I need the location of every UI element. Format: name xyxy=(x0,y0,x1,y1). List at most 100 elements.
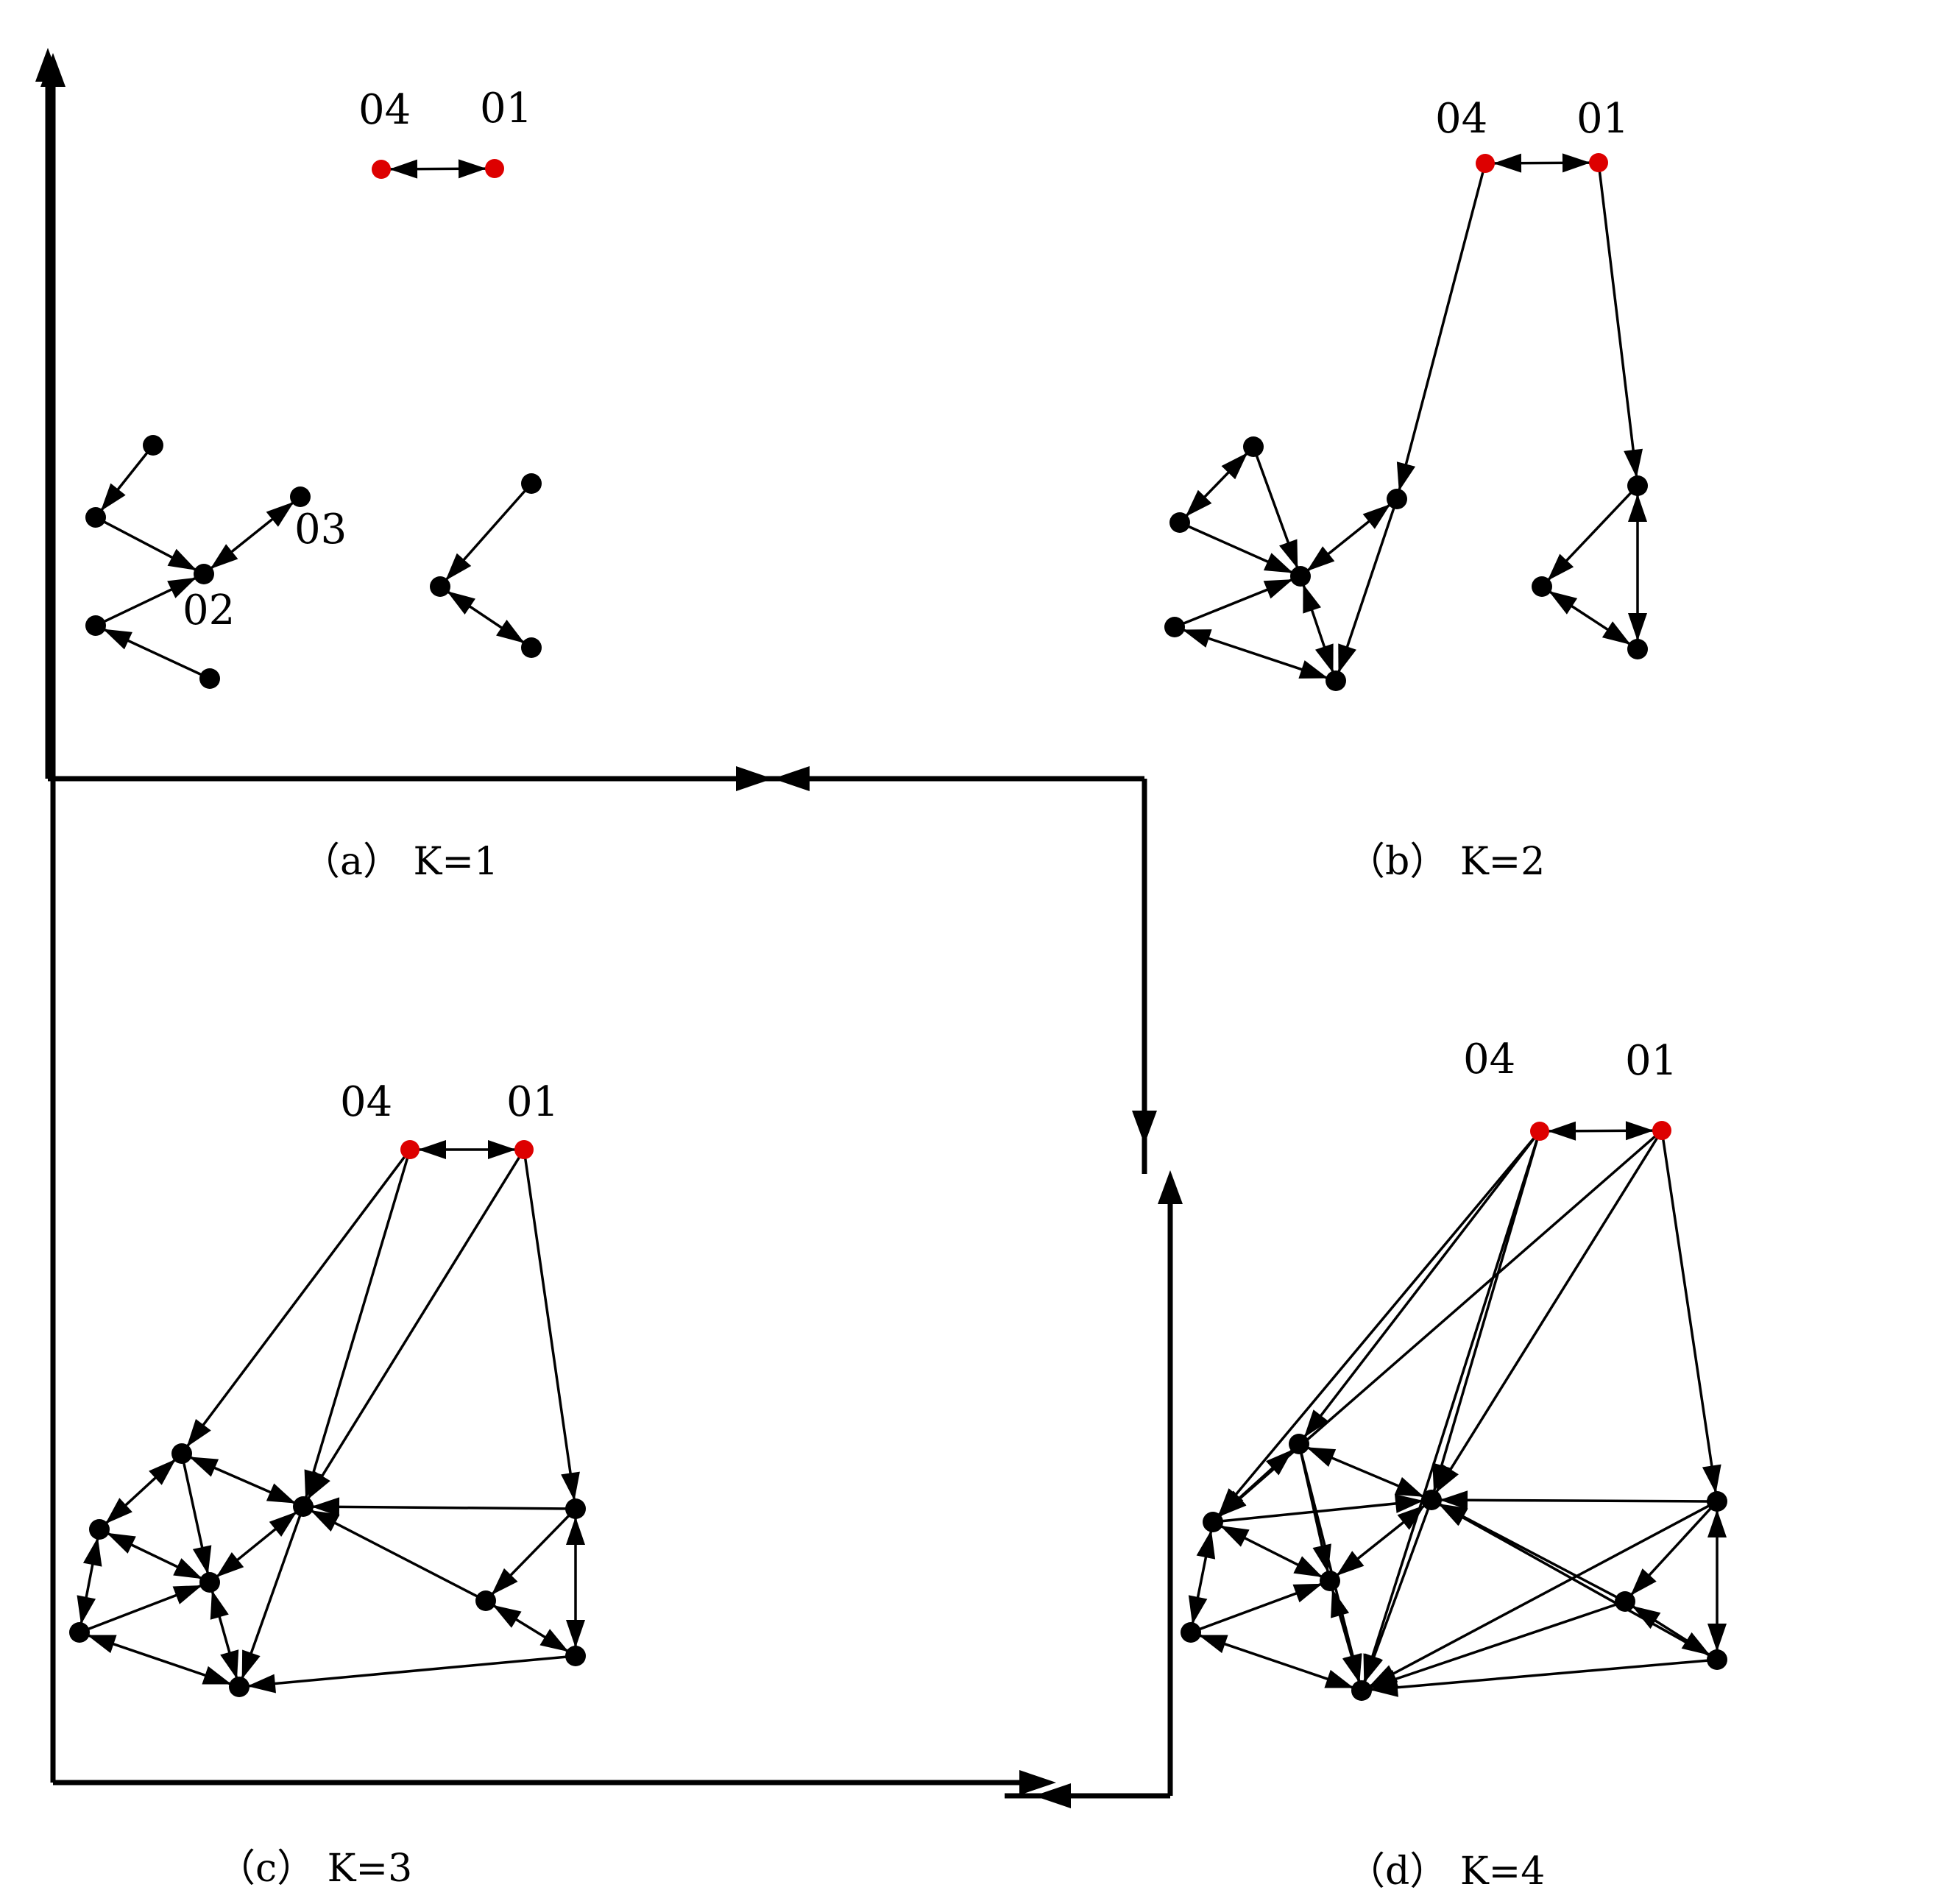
edge-arrowhead xyxy=(1336,1551,1365,1576)
edge-arrowhead xyxy=(1338,643,1356,673)
edge-arrowhead xyxy=(1681,1632,1710,1656)
edge xyxy=(106,1532,203,1580)
edge-arrowhead xyxy=(1324,1669,1354,1688)
node xyxy=(1290,566,1311,587)
panel-b-edges xyxy=(1181,153,1647,680)
edge-line xyxy=(1337,506,1396,674)
panel-c-axes xyxy=(40,53,1056,1795)
edge xyxy=(185,1155,406,1448)
panel-c-nodes xyxy=(69,1140,586,1697)
edge xyxy=(1301,583,1335,674)
edge-arrowhead xyxy=(220,1649,239,1680)
edge-arrowhead xyxy=(1493,153,1522,173)
y-axis-arrowhead xyxy=(40,53,66,87)
node xyxy=(1421,1490,1442,1510)
edge-arrowhead xyxy=(1364,1653,1384,1683)
edge-arrowhead xyxy=(1196,1529,1216,1560)
node xyxy=(171,1443,192,1464)
edge-arrowhead xyxy=(1549,591,1578,615)
edge-line xyxy=(1368,1602,1618,1690)
node xyxy=(1351,1680,1372,1701)
edge-arrowhead xyxy=(1439,1490,1468,1510)
edge-arrowhead xyxy=(1331,1588,1350,1618)
edge-line xyxy=(311,1505,568,1510)
edge-line xyxy=(304,1157,409,1499)
edge-arrowhead xyxy=(566,1517,585,1545)
node xyxy=(1164,617,1185,637)
edge-arrowhead xyxy=(1298,660,1328,679)
edge-arrowhead xyxy=(1624,448,1643,478)
edge xyxy=(1181,628,1329,680)
edge xyxy=(241,1513,302,1680)
edge-arrowhead xyxy=(266,1483,296,1504)
edge-arrowhead xyxy=(1185,489,1212,517)
node xyxy=(1320,1571,1340,1591)
edge-arrowhead xyxy=(445,553,472,581)
edge-arrowhead xyxy=(1547,1121,1576,1141)
edge-line xyxy=(1363,1507,1430,1684)
edge-arrowhead xyxy=(1628,494,1647,522)
edge xyxy=(86,1584,203,1631)
edge xyxy=(188,1455,297,1505)
edge-arrowhead xyxy=(1221,452,1248,480)
edge xyxy=(1184,451,1249,518)
edge-arrowhead xyxy=(167,548,197,570)
node xyxy=(565,1646,586,1666)
edge-arrowhead xyxy=(488,1140,516,1159)
edge xyxy=(444,489,528,581)
node xyxy=(229,1677,249,1697)
node-label-01: 01 xyxy=(506,1078,559,1126)
edge xyxy=(1306,1445,1425,1498)
edge-arrowhead xyxy=(82,1537,102,1567)
edge-arrowhead xyxy=(1342,1653,1361,1683)
edge xyxy=(1186,524,1294,575)
edge-arrowhead xyxy=(210,1590,229,1620)
node xyxy=(1707,1491,1727,1512)
x-axis-arrowhead xyxy=(1019,1770,1056,1795)
edge xyxy=(1331,1588,1361,1683)
node-label-04: 04 xyxy=(1435,95,1487,143)
panel-b: 04 01 （b） K=2 xyxy=(743,95,1648,1174)
node xyxy=(1169,512,1190,533)
edge-arrowhead xyxy=(1314,643,1334,673)
node-label-02: 02 xyxy=(183,587,235,634)
edge xyxy=(1335,1504,1426,1577)
edge-arrowhead xyxy=(447,591,475,615)
edge xyxy=(1181,578,1294,626)
node xyxy=(199,1572,220,1593)
node xyxy=(89,1519,110,1540)
edge-line xyxy=(1300,1451,1361,1683)
node xyxy=(1627,639,1648,659)
edge xyxy=(1220,1524,1323,1579)
edge-line xyxy=(523,1157,576,1501)
y-axis-arrowhead xyxy=(1132,1111,1157,1144)
edge xyxy=(304,1157,409,1499)
edge xyxy=(306,1156,521,1501)
edge-arrowhead xyxy=(1220,1525,1250,1547)
node xyxy=(85,507,106,528)
edge xyxy=(209,500,295,570)
node xyxy=(1627,475,1648,496)
node xyxy=(293,1496,314,1517)
edge-arrowhead xyxy=(1702,1464,1721,1494)
edge-line xyxy=(1220,1499,1424,1523)
edge-arrowhead xyxy=(1265,1449,1293,1476)
edge xyxy=(1434,1136,1659,1494)
edge xyxy=(1197,1582,1323,1631)
edge-arrowhead xyxy=(1394,1493,1424,1513)
edge-arrowhead xyxy=(167,577,197,598)
edge-arrowhead xyxy=(149,1459,176,1485)
edge-arrowhead xyxy=(310,1510,340,1532)
edge-arrowhead xyxy=(1292,1583,1323,1603)
node xyxy=(143,435,163,456)
edge-arrowhead xyxy=(1293,1556,1323,1578)
edge-line xyxy=(247,1655,568,1688)
edge xyxy=(1217,1136,1536,1517)
edge-line xyxy=(1437,1502,1711,1657)
node-label-04: 04 xyxy=(340,1078,392,1126)
edge xyxy=(1255,453,1299,570)
edge xyxy=(102,576,197,623)
edge-line xyxy=(1217,1136,1536,1517)
edge-line xyxy=(185,1155,406,1448)
edge-arrowhead xyxy=(1630,1568,1657,1596)
